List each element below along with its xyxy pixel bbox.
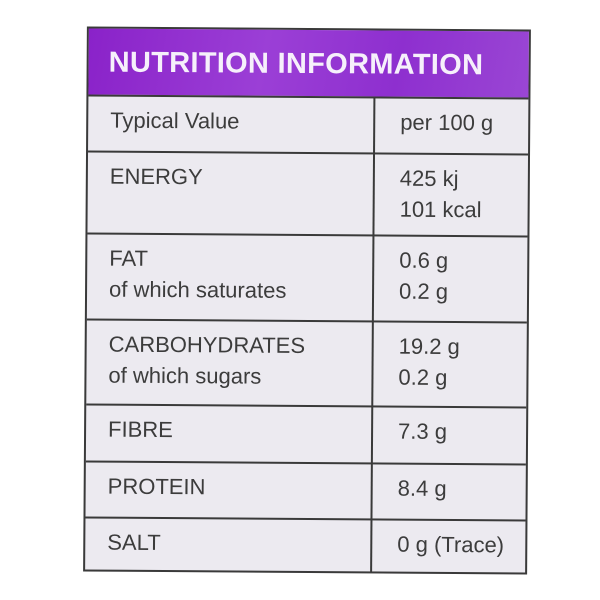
value-cell: 0 g (Trace) <box>370 518 526 573</box>
nutrient-value: 0.6 g <box>399 247 449 273</box>
nutrient-subvalue: 0.2 g <box>398 364 448 390</box>
nutrient-name: PROTEIN <box>107 473 206 500</box>
row-salt: SALT 0 g (Trace) <box>85 516 526 573</box>
row-fibre: FIBRE 7.3 g <box>85 403 527 466</box>
nutrient-cell: ENERGY <box>109 151 370 235</box>
nutrient-sublabel: of which saturates <box>108 276 287 303</box>
nutrient-name: FAT <box>109 245 149 271</box>
nutrient-cell: FIBRE <box>108 404 368 463</box>
value-cell: 19.2 g 0.2 g <box>371 320 527 407</box>
column-label-cell: Typical Value <box>110 95 370 153</box>
nutrient-name: FIBRE <box>108 416 173 443</box>
value-cell: 0.6 g 0.2 g <box>371 234 528 322</box>
nutrient-subvalue: 0.2 g <box>398 278 449 304</box>
label-header: NUTRITION INFORMATION <box>88 28 529 100</box>
nutrient-subvalue: 101 kcal <box>399 196 482 223</box>
nutrient-sublabel: of which sugars <box>108 362 262 389</box>
value-cell: 425 kj 101 kcal <box>372 152 529 236</box>
nutrient-cell: CARBOHYDRATES of which sugars <box>108 319 369 406</box>
nutrient-name: ENERGY <box>109 163 203 190</box>
typical-value-label: Typical Value <box>110 107 240 134</box>
nutrient-value: 19.2 g <box>398 333 460 360</box>
row-fat: FAT of which saturates 0.6 g 0.2 g <box>86 232 528 324</box>
nutrient-cell: SALT <box>107 517 367 572</box>
nutrition-label: NUTRITION INFORMATION Typical Value per … <box>83 26 531 575</box>
nutrient-name: CARBOHYDRATES <box>108 331 306 358</box>
per-100g-label: per 100 g <box>400 109 494 136</box>
nutrient-value: 0 g (Trace) <box>397 531 505 558</box>
nutrient-value: 8.4 g <box>397 475 447 501</box>
value-cell: 8.4 g <box>370 462 526 520</box>
nutrient-value: 7.3 g <box>398 418 448 444</box>
row-carbohydrates: CARBOHYDRATES of which sugars 19.2 g 0.2 g <box>86 318 527 409</box>
nutrient-cell: PROTEIN <box>107 461 367 519</box>
row-protein: PROTEIN 8.4 g <box>85 460 526 522</box>
nutrient-cell: FAT of which saturates <box>109 233 370 321</box>
nutrient-value: 425 kj <box>399 165 459 192</box>
header-row: Typical Value per 100 g <box>88 94 529 156</box>
value-cell: 7.3 g <box>370 405 527 464</box>
column-value-cell: per 100 g <box>373 96 529 154</box>
nutrient-name: SALT <box>107 529 161 555</box>
label-title: NUTRITION INFORMATION <box>108 46 484 82</box>
row-energy: ENERGY 425 kj 101 kcal <box>87 150 529 238</box>
